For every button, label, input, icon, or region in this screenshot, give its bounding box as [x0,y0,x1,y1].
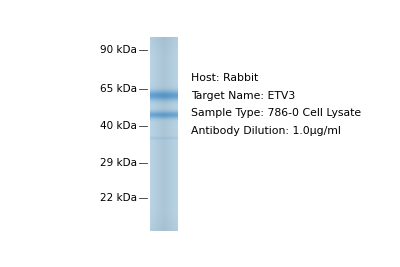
Text: 40 kDa: 40 kDa [100,121,137,131]
Text: Sample Type: 786-0 Cell Lysate: Sample Type: 786-0 Cell Lysate [191,108,361,118]
Text: Host: Rabbit: Host: Rabbit [191,73,258,83]
Text: 22 kDa: 22 kDa [100,193,137,203]
Text: 65 kDa: 65 kDa [100,84,137,93]
Text: Antibody Dilution: 1.0µg/ml: Antibody Dilution: 1.0µg/ml [191,125,341,136]
Text: 29 kDa: 29 kDa [100,158,137,168]
Text: Target Name: ETV3: Target Name: ETV3 [191,91,295,101]
Text: 90 kDa: 90 kDa [100,45,137,54]
